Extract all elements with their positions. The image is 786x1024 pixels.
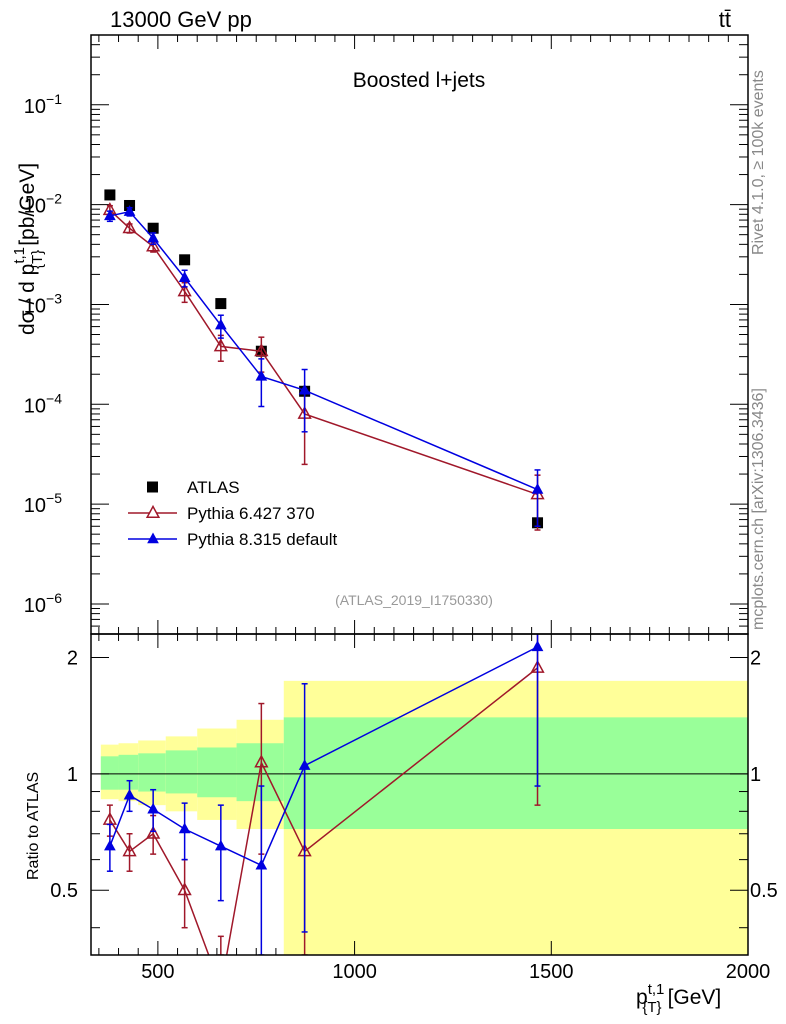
rivet-label: Rivet 4.1.0, ≥ 100k events [750,70,767,255]
legend-label: Pythia 8.315 default [187,530,338,549]
ratio-point [178,822,191,834]
data-point [215,298,227,310]
ratio-tick-label-left: 1 [67,764,78,786]
bottom-axes: 500 1000 1500 2000 0.5 0.5 1 1 2 2 [50,35,778,983]
ratio-point [123,788,136,800]
legend-marker [147,481,158,493]
legend-label: Pythia 6.427 370 [187,504,315,523]
y-tick-label: 10−2 [24,191,62,218]
legend-entry: ATLAS [147,478,240,497]
data-point [122,220,137,234]
data-point [146,238,161,252]
series-line [109,210,538,491]
band-inner [100,756,119,790]
bottom-series-layer [102,634,545,992]
band-inner [165,750,198,794]
x-tick-label: 2000 [726,961,771,983]
data-point [255,369,268,381]
y-axis-title-bottom: Ratio to ATLAS [25,772,42,880]
data-point [214,318,227,330]
data-point [104,189,116,201]
data-point [254,343,269,357]
band-inner [138,753,166,792]
top-axes: 10−6 10−5 10−4 10−3 10−2 10−1 [24,34,748,955]
band-inner [197,747,237,798]
ratio-line [109,667,538,955]
mcplots-label: mcplots.cern.ch [arXiv:1306.3436] [750,388,767,630]
plot-title: Boosted l+jets [353,69,486,92]
ratio-bands [91,680,748,955]
series-1 [102,202,545,531]
data-point [179,254,191,266]
data-point [531,483,544,494]
ratio-point [146,825,161,839]
x-axis-title: pt,1 {T} [GeV] [636,981,721,1016]
y-tick-label: 10−3 [24,290,62,317]
ratio-tick-label-left: 2 [67,647,78,669]
data-point [147,222,159,234]
legend-label: ATLAS [187,478,240,497]
ratio-point [531,640,544,652]
y-tick-label: 10−6 [24,590,62,617]
x-tick-label: 500 [141,961,174,983]
y-axis-title-top: dσ / d pt,1{T}[pb/GeV] [11,163,46,335]
series-2 [104,205,544,528]
data-point [298,383,311,395]
process-label: tt̄ [719,7,731,32]
legend-entry: Pythia 8.315 default [128,530,338,549]
ratio-point [147,802,160,814]
ratio-point [214,839,227,851]
ratio-tick-label-right: 1 [750,764,761,786]
data-point [213,338,228,352]
legend-entry: Pythia 6.427 370 [128,504,315,523]
band-inner [283,717,748,830]
data-point [147,231,160,243]
ratio-point [255,858,268,870]
data-point [123,205,136,216]
ratio-point [298,759,311,770]
x-tick-label: 1500 [529,961,574,983]
series-0 [104,189,544,529]
ratio-point [104,839,116,851]
top-series-layer [102,189,545,531]
data-point [104,209,116,221]
ratio-series-2 [104,634,544,955]
ratio-point [122,843,137,857]
collision-label: 13000 GeV pp [110,7,252,32]
x-tick-label: 1000 [332,961,377,983]
ratio-point [177,882,192,896]
ratio-point [215,981,227,992]
ratio-point [254,754,269,768]
data-point [178,271,191,282]
legend-marker [145,504,161,518]
legend-marker [147,532,159,544]
legend: ATLAS Pythia 6.427 370 Pythia 8.315 defaul… [128,478,338,549]
y-tick-label: 10−4 [24,390,62,417]
ratio-tick-label-right: 0.5 [750,880,778,902]
ratio-tick-label-left: 0.5 [50,880,78,902]
y-tick-label: 10−1 [24,91,62,118]
ratio-tick-label-right: 2 [750,647,761,669]
analysis-label: (ATLAS_2019_I1750330) [335,592,493,608]
band-inner [118,754,139,790]
frames [90,34,749,956]
series-line [109,209,538,496]
y-tick-label: 10−5 [24,490,62,517]
data-point [177,283,192,297]
bottom-frame [90,633,749,956]
